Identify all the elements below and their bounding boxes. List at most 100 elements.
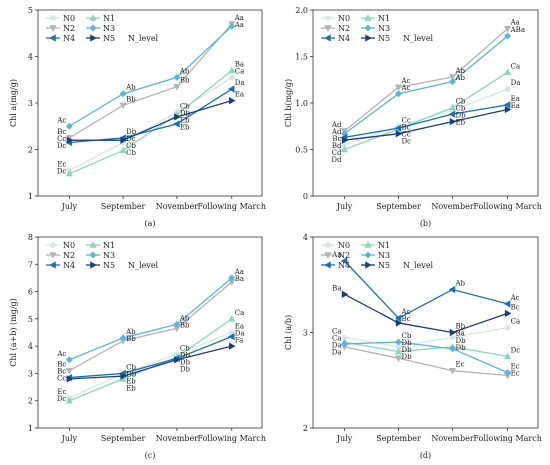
data-point: [119, 90, 127, 98]
legend-swatch-marker: [365, 261, 372, 269]
data-point: [503, 101, 511, 109]
chart-panel-3: 1 2 3 4 5 6 7 8 July September November Following M…: [9, 233, 266, 460]
x-tick-label: September: [101, 202, 146, 211]
x-tick-label: July: [336, 202, 353, 211]
data-label: Bb: [456, 323, 466, 331]
data-point: [448, 367, 457, 375]
legend-label: N0: [338, 14, 350, 23]
legend-entry-n1: N1: [86, 241, 115, 250]
series-line: [69, 76, 233, 172]
panel-label: (c): [145, 451, 156, 460]
data-point: [65, 396, 74, 404]
data-label: Bb: [126, 95, 136, 103]
data-point: [66, 375, 74, 383]
data-point: [504, 324, 511, 331]
legend: N0 N1 N2 N3 N4 N5 N_level: [46, 241, 159, 270]
data-point: [119, 102, 127, 110]
data-point: [173, 73, 181, 81]
data-label: Db: [456, 337, 467, 345]
legend-entry-n1: N1: [361, 241, 390, 250]
data-point: [448, 74, 457, 81]
legend-entry-n4: N4: [46, 261, 75, 270]
x-tick-label: September: [376, 202, 421, 211]
legend-swatch-marker: [324, 252, 332, 259]
legend-label: N1: [378, 14, 390, 23]
data-point: [66, 136, 74, 144]
data-point: [504, 86, 511, 92]
series-n4: [65, 85, 235, 147]
data-label: Db: [456, 112, 467, 120]
series-n3: [65, 22, 236, 130]
y-tick-label: 1: [28, 192, 33, 201]
data-label: Db: [402, 353, 413, 361]
legend-label: N5: [378, 261, 390, 270]
data-label: Bc: [402, 123, 411, 131]
data-label: Cc: [402, 116, 411, 124]
legend-label: N4: [338, 34, 350, 43]
data-label: Ec: [511, 370, 520, 378]
data-label: Bb: [126, 335, 136, 343]
legend-title: N_level: [128, 261, 159, 270]
x-tick-label: November: [431, 434, 474, 443]
data-label: Db: [402, 339, 413, 347]
data-label: Ab: [125, 84, 136, 92]
series-line: [69, 100, 232, 141]
legend-swatch-marker: [364, 14, 372, 21]
legend-entry-n3: N3: [361, 24, 390, 33]
legend-title: N_level: [403, 261, 434, 270]
series-n4: [340, 101, 511, 142]
legend-swatch-marker: [89, 14, 97, 21]
series-line: [344, 28, 509, 132]
data-label: Cc: [57, 375, 66, 383]
legend-label: N3: [378, 24, 390, 33]
data-label: Da: [235, 79, 245, 87]
series-n4: [340, 257, 511, 322]
data-label: Cd: [332, 149, 342, 157]
data-point: [449, 334, 456, 341]
data-label: Ba: [235, 60, 244, 68]
data-point: [120, 372, 127, 380]
data-label: Ad: [331, 121, 342, 129]
legend: N0 N1 N2 N3 N4 N5 N_level: [321, 14, 434, 43]
data-label: Ec: [57, 160, 66, 168]
data-point: [504, 105, 512, 114]
data-point: [503, 25, 512, 33]
legend-entry-n5: N5: [361, 261, 390, 270]
legend-swatch-marker: [90, 34, 97, 42]
series-line: [344, 341, 508, 374]
data-label: Fa: [235, 337, 244, 345]
data-label: Dc: [57, 142, 67, 150]
data-label: Cb: [180, 344, 190, 352]
series-n2: [65, 279, 236, 375]
data-point: [119, 334, 127, 342]
data-point: [341, 290, 349, 298]
data-label: Ac: [401, 308, 411, 316]
data-point: [228, 315, 236, 322]
x-tick-label: July: [61, 434, 78, 443]
legend-label: N2: [338, 24, 350, 33]
data-label: Bd: [332, 142, 342, 150]
data-label: Dc: [126, 135, 136, 143]
y-axis-label: Chl b(mg/g): [284, 79, 293, 127]
legend-label: N1: [378, 241, 390, 250]
legend-entry-n1: N1: [361, 14, 390, 23]
legend-label: N0: [63, 241, 75, 250]
data-point: [65, 122, 73, 130]
y-tick-label: 0.5: [295, 146, 308, 155]
series-line: [69, 25, 233, 127]
y-tick-label: 3: [28, 369, 33, 378]
data-point: [65, 367, 74, 375]
data-point: [504, 369, 512, 377]
data-point: [448, 345, 457, 353]
y-tick-label: 8: [28, 233, 33, 242]
data-point: [340, 257, 348, 265]
legend-entry-n4: N4: [321, 34, 350, 43]
y-tick-label: 1.0: [295, 99, 308, 108]
legend-entry-n2: N2: [46, 251, 75, 260]
y-tick-label: 4: [28, 53, 33, 62]
series-n5: [66, 97, 236, 144]
data-label: Ab: [455, 67, 466, 75]
y-tick-label: 3: [303, 329, 308, 338]
series-line: [344, 108, 508, 141]
data-label: Aa: [234, 14, 244, 22]
